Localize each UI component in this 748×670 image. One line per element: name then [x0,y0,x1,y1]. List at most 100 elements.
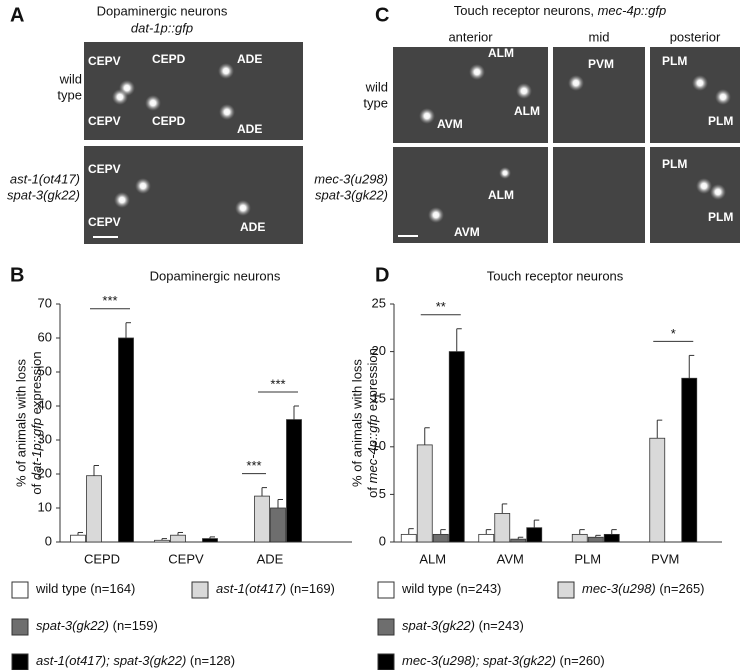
legend-swatch [11,581,29,599]
legend-label: mec-3(u298); spat-3(gk22) (n=260) [402,653,605,668]
neuron-label: ALM [514,104,540,118]
text-part: ast-1(ot417) [216,581,286,596]
bar [432,533,449,543]
micrograph [553,147,645,243]
y-tick-label: 10 [38,499,52,514]
row-label: mec-3(u298) [314,171,388,186]
legend-swatch [557,581,575,599]
bar [571,533,588,543]
panel-letter: D [375,264,389,286]
legend-label: spat-3(gk22) (n=159) [36,618,158,633]
neuron-label: PLM [708,210,733,224]
legend-swatch [11,618,29,636]
neuron [419,108,435,124]
text-part: (n=128) [190,653,235,668]
row-label: spat-3(gk22) [7,187,80,202]
text-part: ast-1(ot417); spat-3(gk22) [36,653,186,668]
neuron-label: ADE [240,220,265,234]
x-tick-label: CEPD [84,551,120,566]
text-part: mec-3(u298) [582,581,656,596]
chart-title: Touch receptor neurons [487,268,624,283]
text-part: wild type [35,581,87,596]
legend-swatch [11,653,29,670]
row-label: type [363,95,388,110]
bar [416,444,433,543]
row-label: wild [59,71,82,86]
neuron-label: AVM [437,117,463,131]
neuron [112,89,128,105]
neuron-label: CEPV [88,54,121,68]
y-tick-label: 30 [38,431,52,446]
x-tick-label: PLM [574,551,601,566]
y-tick-label: 20 [372,343,386,358]
x-tick-label: ADE [257,551,284,566]
text-part: spat-3(gk22) [36,618,109,633]
y-axis-label: of dat-1p::gfp expression [29,351,44,494]
neuron-label: ALM [488,188,514,202]
bar [254,495,270,543]
neuron-label: CEPD [152,114,186,128]
neuron [114,192,130,208]
panel-letter: B [10,264,24,286]
bar [286,419,302,543]
y-tick-label: 70 [38,295,52,310]
neuron [516,83,532,99]
legend-swatch [377,653,395,670]
bar [587,536,604,543]
text-part: of [29,483,44,494]
bar [202,538,218,543]
column-header: posterior [670,29,721,44]
y-tick-label: 10 [372,438,386,453]
text-part: Touch receptor neurons, [454,3,598,18]
neuron-label: PLM [662,54,687,68]
text-part: wild type [401,581,453,596]
neuron [145,95,161,111]
legend-label: ast-1(ot417); spat-3(gk22) (n=128) [36,653,235,668]
significance-label: ** [436,299,446,314]
neuron [715,89,731,105]
neuron-label: CEPV [88,215,121,229]
micrograph-haze [553,147,645,243]
legend-label: spat-3(gk22) (n=243) [402,618,524,633]
neuron [692,75,708,91]
y-tick-label: 0 [379,533,386,548]
bar [170,534,186,543]
significance-label: *** [102,293,117,308]
bar [400,533,417,543]
text-part: dat-1p::gfp [29,418,44,480]
bar [526,527,543,543]
x-tick-label: AVM [497,551,524,566]
text-part: mec-3(u298); spat-3(gk22) [402,653,556,668]
neuron [219,104,235,120]
neuron-label: ALM [488,46,514,60]
legend-swatch [377,581,395,599]
y-axis-label: % of animals with loss [13,359,28,487]
neuron [568,75,584,91]
significance-label: *** [246,458,261,473]
y-tick-label: 0 [45,533,52,548]
bar [603,533,620,543]
text-part: mec-4p::gfp [598,3,667,18]
column-header: anterior [448,29,493,44]
row-label: ast-1(ot417) [10,171,80,186]
bar [86,475,102,543]
text-part: (n=265) [659,581,704,596]
row-label: spat-3(gk22) [315,187,388,202]
significance-label: *** [270,376,285,391]
y-axis-label: % of animals with loss [349,359,364,487]
y-tick-label: 5 [379,486,386,501]
micrograph-haze [553,47,645,143]
y-axis-label: of mec-4p::gfp expression [365,348,380,498]
neuron [135,178,151,194]
neuron [710,184,726,200]
text-part: (n=164) [90,581,135,596]
row-label: type [57,87,82,102]
neuron [499,167,511,179]
significance-label: * [671,326,676,341]
y-tick-label: 60 [38,329,52,344]
x-tick-label: ALM [419,551,446,566]
bar [681,377,698,543]
neuron-label: PVM [588,57,614,71]
y-tick-label: 50 [38,363,52,378]
text-part: (n=169) [290,581,335,596]
